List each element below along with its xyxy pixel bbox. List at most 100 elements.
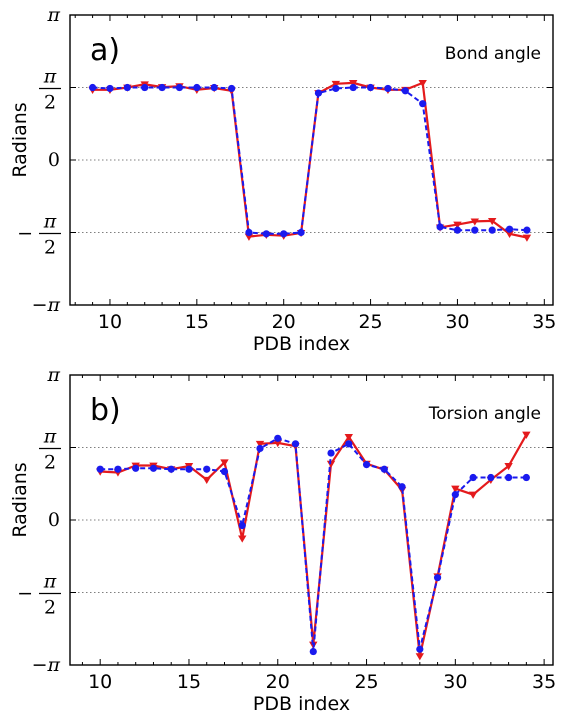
- data-point-blue: [349, 83, 357, 92]
- data-point-blue: [274, 434, 282, 442]
- y-tick-label-text: π: [47, 4, 61, 26]
- data-point-red: [468, 491, 478, 499]
- x-tick-label: 30: [445, 311, 469, 333]
- data-point-red: [255, 440, 265, 449]
- data-point-blue: [453, 226, 462, 234]
- data-point-blue: [332, 84, 340, 93]
- data-point-red: [451, 485, 460, 493]
- data-point-blue: [523, 226, 531, 234]
- data-point-blue: [106, 84, 114, 93]
- data-point-red: [415, 653, 425, 661]
- x-tick-label: 15: [177, 671, 201, 693]
- data-point-blue: [227, 84, 236, 93]
- data-point-red: [470, 218, 480, 226]
- y-tick-label: π 2−: [17, 211, 61, 259]
- y-tick-label: 0: [48, 149, 60, 171]
- y-tick-label: π: [47, 364, 61, 386]
- data-point-blue: [123, 83, 131, 92]
- data-point-blue: [149, 464, 158, 472]
- y-tick-label-sign: −: [17, 583, 33, 605]
- data-point-blue: [291, 440, 300, 448]
- data-point-red: [244, 233, 254, 241]
- data-point-blue: [262, 230, 270, 238]
- x-tick-label: 25: [354, 671, 378, 693]
- x-tick-label: 25: [358, 311, 382, 333]
- x-tick-label: 35: [532, 311, 556, 333]
- data-point-blue: [505, 225, 514, 233]
- data-point-red: [344, 433, 353, 442]
- x-tick-label: 30: [443, 671, 467, 693]
- y-axis-label: Radians: [9, 102, 31, 177]
- y-tick-label-num: π: [43, 571, 57, 593]
- y-tick-label: π: [47, 4, 61, 26]
- y-tick-label: 0: [48, 509, 60, 531]
- data-point-blue: [280, 230, 288, 238]
- data-point-red: [505, 230, 514, 239]
- data-point-blue: [193, 83, 201, 92]
- y-tick-label: π 2−: [17, 571, 61, 619]
- panel-label: a): [90, 33, 120, 68]
- y-tick-label-den: 2: [44, 91, 56, 113]
- y-tick-label: π2: [39, 425, 61, 473]
- data-point-blue: [522, 473, 530, 482]
- y-tick-label-den: 2: [44, 451, 56, 473]
- data-point-blue: [96, 465, 104, 473]
- y-axis-label: Radians: [9, 462, 31, 537]
- x-axis-label: PDB index: [253, 333, 350, 355]
- x-tick-label: 10: [88, 671, 112, 693]
- series-line-red: [100, 434, 528, 657]
- series-line-blue: [100, 437, 527, 652]
- data-point-blue: [505, 473, 513, 482]
- data-point-blue: [469, 473, 477, 482]
- data-point-blue: [419, 100, 427, 108]
- data-point-red: [504, 463, 513, 471]
- data-point-red: [522, 234, 532, 242]
- data-point-blue: [380, 465, 388, 473]
- data-point-blue: [238, 521, 246, 530]
- data-point-blue: [416, 645, 424, 653]
- data-point-blue: [362, 461, 371, 469]
- data-point-blue: [401, 87, 409, 95]
- y-tick-label-text: 0: [48, 149, 60, 171]
- y-tick-label-text: −π: [32, 294, 61, 316]
- data-point-red: [418, 79, 427, 88]
- data-point-blue: [384, 84, 392, 93]
- data-point-blue: [132, 464, 140, 472]
- data-point-blue: [114, 465, 122, 473]
- data-point-blue: [327, 449, 335, 457]
- data-point-red: [220, 459, 229, 467]
- data-point-blue: [314, 89, 323, 97]
- x-tick-label: 15: [185, 311, 209, 333]
- data-point-red: [331, 80, 341, 89]
- data-point-red: [202, 476, 211, 485]
- y-tick-label-den: 2: [44, 237, 56, 259]
- data-point-blue: [185, 465, 193, 473]
- y-tick-label-text: π: [47, 364, 61, 386]
- y-tick-label-text: 0: [48, 509, 60, 531]
- x-tick-label: 20: [272, 311, 296, 333]
- x-axis-label: PDB index: [253, 693, 350, 715]
- data-point-red: [348, 79, 358, 88]
- data-point-blue: [203, 465, 211, 473]
- data-point-blue: [471, 226, 479, 234]
- data-point-blue: [220, 467, 229, 476]
- y-tick-label-sign: −: [17, 223, 33, 245]
- data-point-blue: [175, 83, 184, 92]
- y-tick-label: π2: [39, 65, 61, 113]
- y-tick-label-den: 2: [44, 597, 56, 619]
- data-point-blue: [433, 574, 442, 582]
- x-tick-label: 10: [98, 311, 122, 333]
- data-point-blue: [488, 226, 496, 234]
- panel-label: b): [90, 393, 121, 428]
- data-point-red: [326, 460, 336, 468]
- x-tick-label: 35: [532, 671, 556, 693]
- y-tick-label-num: π: [43, 425, 57, 447]
- x-tick-label: 20: [266, 671, 290, 693]
- y-tick-label-num: π: [43, 211, 57, 233]
- data-point-blue: [487, 473, 495, 482]
- panel-title: Torsion angle: [428, 404, 541, 424]
- data-point-red: [487, 217, 497, 226]
